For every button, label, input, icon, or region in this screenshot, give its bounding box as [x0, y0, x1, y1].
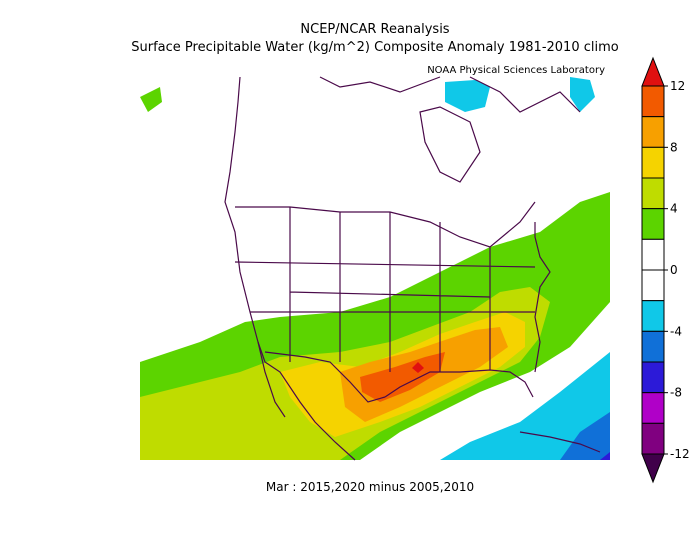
colorbar-bin [641, 208, 665, 240]
colorbar-bin [641, 392, 665, 424]
footer-caption: Mar : 2015,2020 minus 2005,2010 [265, 480, 475, 494]
gulf-coast [384, 369, 534, 398]
cuba [519, 431, 601, 453]
colorbar-bin [641, 146, 665, 179]
us-mexico-border [264, 351, 386, 403]
state-lines [234, 207, 536, 372]
atlantic-coast [534, 222, 551, 373]
us-canada-border [235, 201, 536, 248]
colorbar-tick-label: -12 [670, 447, 690, 461]
colorbar-bin [641, 300, 665, 332]
anomaly-region-green-nw [140, 87, 162, 112]
colorbar-tick-label: -4 [670, 324, 682, 338]
anomaly-region-10-12 [360, 352, 445, 402]
colorbar-bin [641, 453, 665, 484]
anomaly-region-neg-se [440, 352, 610, 460]
colorbar-bin [641, 177, 665, 210]
anomaly-region-max [412, 362, 424, 373]
hudson-bay [419, 106, 481, 183]
anomaly-fill [140, 77, 610, 460]
credit-label: NOAA Physical Sciences Laboratory [427, 65, 605, 76]
colorbar-bin [641, 85, 665, 118]
colorbar-tick-label: 0 [670, 263, 678, 277]
anomaly-map [140, 76, 610, 461]
colorbar-bin [641, 269, 665, 302]
colorbar-bin [641, 238, 665, 271]
colorbar-tick-label: 8 [670, 140, 678, 154]
colorbar-bin [641, 422, 665, 455]
boundaries [224, 76, 601, 461]
baja [257, 341, 286, 418]
colorbar-bin [641, 361, 665, 394]
anomaly-region-neg-north [445, 80, 490, 112]
colorbar-tick-label: -8 [670, 386, 682, 400]
colorbar: 12 8 4 0 -4 -8 -12 [641, 56, 690, 484]
title-line-2: Surface Precipitable Water (kg/m^2) Comp… [131, 40, 619, 55]
colorbar-tick-label: 4 [670, 202, 678, 216]
colorbar-bin [641, 330, 665, 363]
title-line-1: NCEP/NCAR Reanalysis [300, 22, 450, 37]
anomaly-region-neg-se-3 [600, 452, 610, 460]
colorbar-tick-label: 12 [670, 79, 685, 93]
anomaly-region-neg-se-2 [560, 412, 610, 460]
colorbar-bin [641, 56, 665, 87]
anomaly-region-neg-ne [570, 77, 595, 112]
colorbar-bin [641, 116, 665, 148]
arctic-islands [319, 76, 581, 113]
